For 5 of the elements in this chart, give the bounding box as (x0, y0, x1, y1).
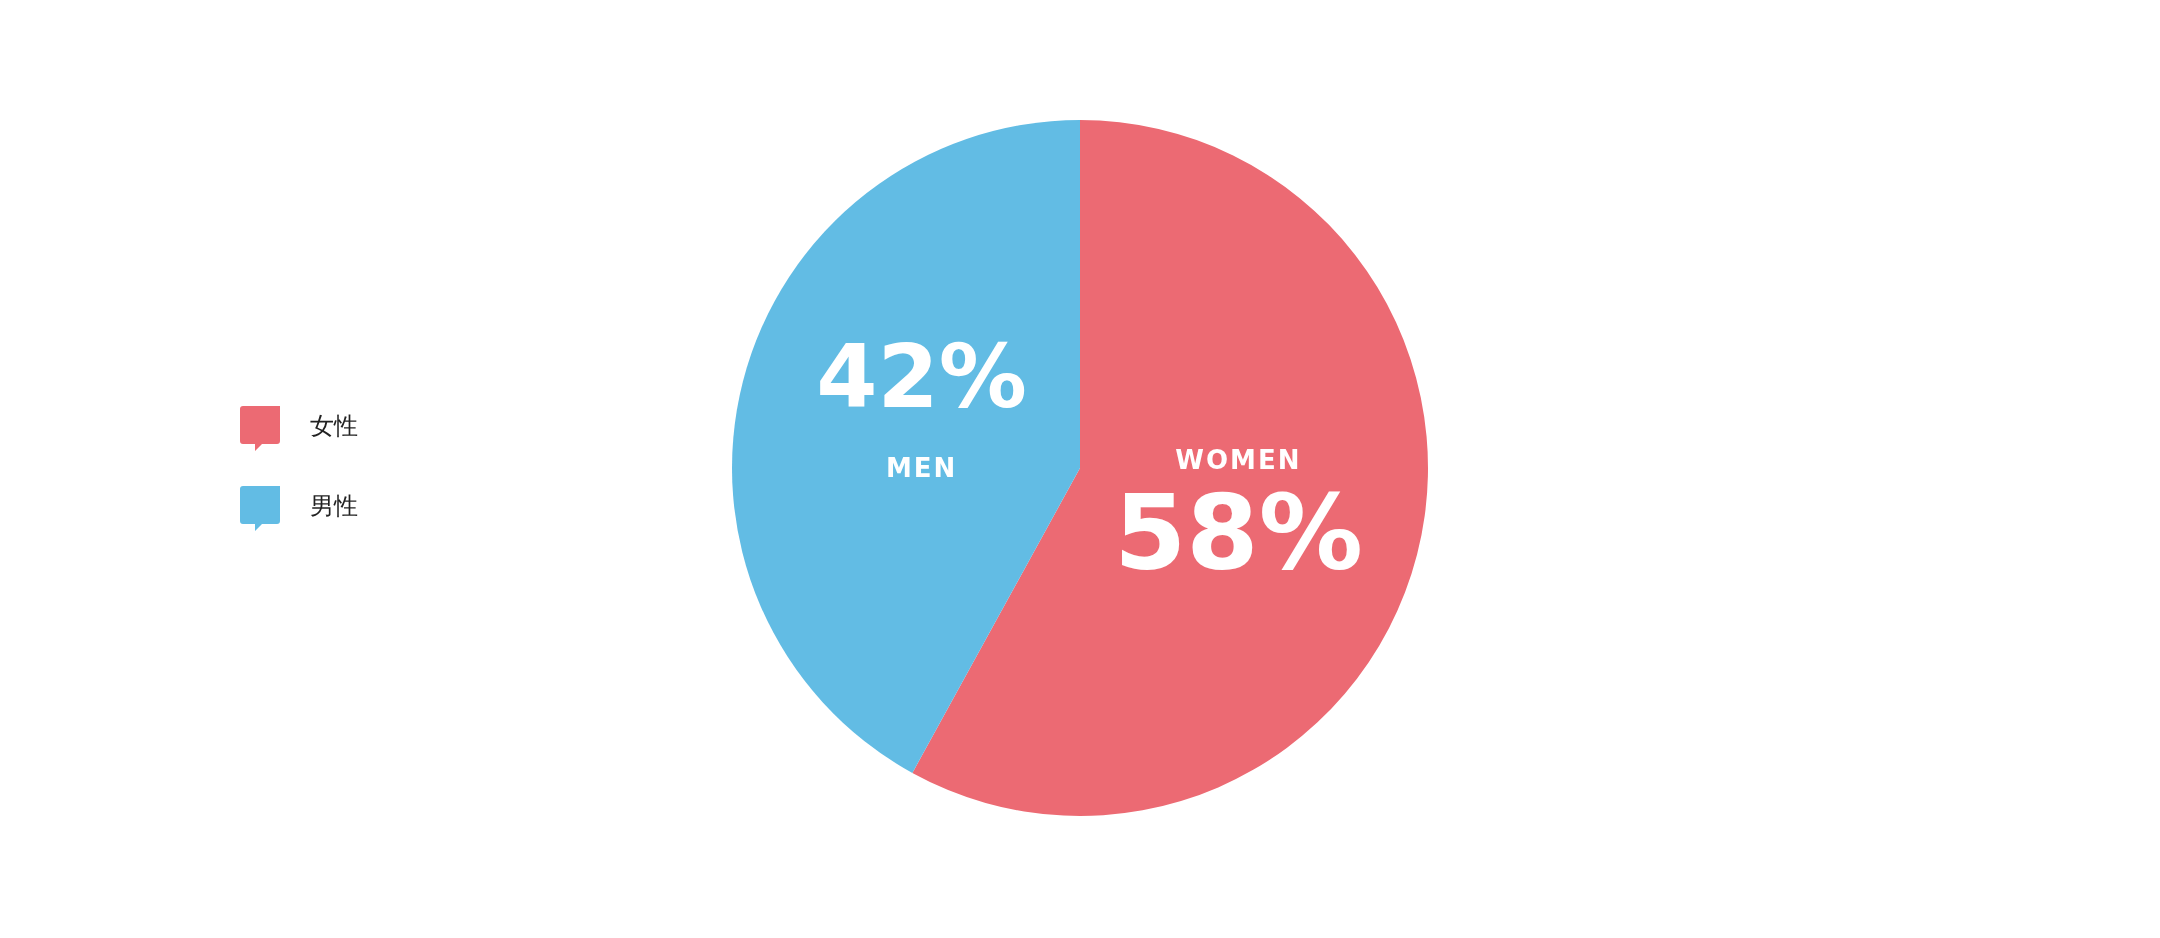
pie-slice (732, 120, 1080, 773)
legend-label: 女性 (310, 412, 358, 440)
legend-label: 男性 (310, 492, 358, 520)
data-label: 42% (816, 325, 1027, 429)
text: MEN (885, 453, 958, 484)
